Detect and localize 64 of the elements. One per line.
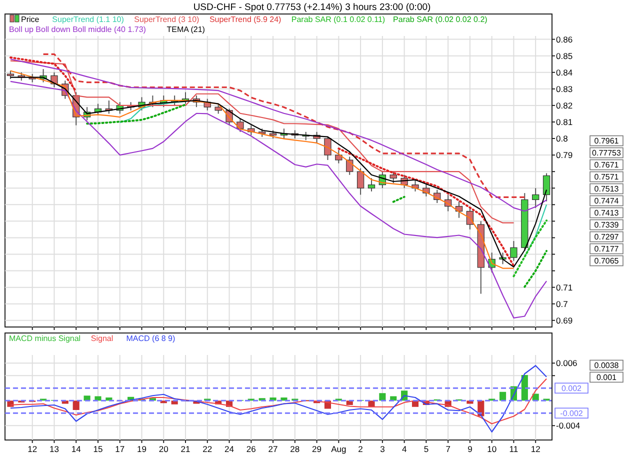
x-tick-label: 26 xyxy=(246,444,256,454)
text: Boll up Boll down Boll middle (40 1.73) xyxy=(9,25,146,34)
text: MACD (6 8 9) xyxy=(126,334,176,343)
text: 0.7413 xyxy=(594,208,620,218)
chart-title: USD-CHF - Spot 0.77753 (+2.14%) 3 hours 23:00 (0:00) xyxy=(193,2,431,13)
y-tick-label: 0.7 xyxy=(556,298,568,309)
y-tick-label: 0.69 xyxy=(556,315,573,326)
text: 0.0038 xyxy=(594,361,620,370)
y-tick-label: 0.83 xyxy=(556,84,573,94)
y-tick-label: 0.82 xyxy=(556,100,573,110)
x-tick-label: 13 xyxy=(49,444,60,454)
text: 0.7571 xyxy=(594,172,620,182)
text: 0.7961 xyxy=(594,136,620,146)
text: 0.7671 xyxy=(594,160,620,170)
text: TEMA (21) xyxy=(166,25,206,34)
x-tick-label: 15 xyxy=(93,444,103,454)
x-tick-label: Aug xyxy=(331,444,347,454)
text: 0.001 xyxy=(596,373,618,382)
text: 0.7297 xyxy=(594,232,620,242)
text: SuperTrend (1.1 10) xyxy=(52,15,124,24)
x-tick-label: 3 xyxy=(380,444,386,454)
x-tick-label: 2 xyxy=(358,444,364,454)
x-tick-label: 20 xyxy=(158,444,169,454)
text: 0.7065 xyxy=(594,256,620,266)
text: Parab SAR (0.1 0.02 0.11) xyxy=(291,15,386,24)
x-tick-label: 9 xyxy=(468,444,473,454)
text: Parab SAR (0.02 0.02 0.2) xyxy=(393,15,488,24)
x-tick-label: 27 xyxy=(268,444,278,454)
y-tick-label: 0.85 xyxy=(556,50,573,61)
x-tick-label: 10 xyxy=(487,444,497,454)
text: SuperTrend (3 10) xyxy=(134,15,200,24)
x-tick-label: 7 xyxy=(446,444,451,454)
text: 0.7513 xyxy=(594,184,620,194)
x-tick-label: 12 xyxy=(530,444,541,454)
x-tick-label: 22 xyxy=(202,444,212,454)
text: Signal xyxy=(90,334,114,343)
x-tick-label: 12 xyxy=(28,444,38,454)
x-tick-label: 29 xyxy=(312,444,322,454)
text: 0.77753 xyxy=(592,148,622,158)
y-tick-label: 0.006 xyxy=(556,358,578,368)
x-tick-label: 17 xyxy=(115,444,125,454)
ref-line-label: -0.002 xyxy=(560,408,584,418)
x-tick-label: 14 xyxy=(71,444,82,454)
y-tick-label: 0.81 xyxy=(556,116,573,127)
y-tick-label: 0.84 xyxy=(556,67,573,78)
text: 0.7177 xyxy=(594,244,620,254)
text: SuperTrend (5.9 24) xyxy=(209,15,282,24)
x-tick-label: 5 xyxy=(424,444,429,454)
text: MACD minus Signal xyxy=(9,334,81,343)
ref-line-label: 0.002 xyxy=(561,384,582,393)
x-tick-label: 21 xyxy=(180,444,191,454)
x-tick-label: 11 xyxy=(509,444,518,454)
x-tick-label: 19 xyxy=(137,444,147,454)
x-tick-label: 24 xyxy=(224,444,234,454)
y-tick-label: 0.8 xyxy=(556,133,568,144)
text: 0.7474 xyxy=(594,196,620,206)
y-tick-label: 0.71 xyxy=(556,282,573,292)
text: 0.7339 xyxy=(594,220,620,230)
y-tick-label: -0.004 xyxy=(556,420,580,431)
x-tick-label: 4 xyxy=(402,444,407,454)
y-tick-label: 0.86 xyxy=(556,34,573,44)
y-tick-label: 0.79 xyxy=(556,150,573,160)
legend-label: Price xyxy=(21,15,40,24)
x-tick-label: 28 xyxy=(290,444,300,454)
